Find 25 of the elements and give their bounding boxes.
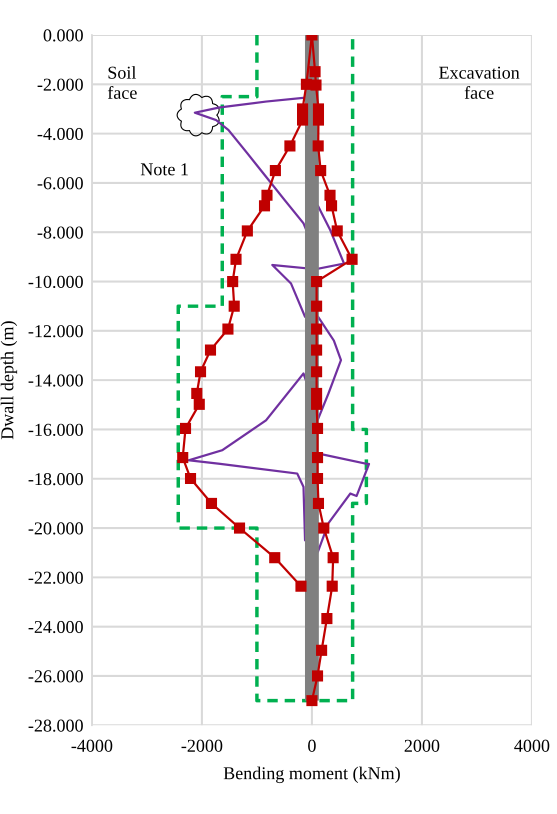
annotation: Excavation face	[439, 66, 520, 99]
y-tick-label: -2.000	[38, 78, 83, 91]
y-tick-label: -6.000	[38, 177, 83, 190]
x-tick-label: 0	[308, 740, 316, 752]
y-tick-label: -28.000	[28, 720, 83, 732]
x-tick-label: 4000	[514, 740, 550, 752]
y-tick-label: -22.000	[28, 572, 83, 584]
y-tick-label: -4.000	[38, 128, 83, 140]
x-tick-label: -4000	[72, 740, 112, 752]
y-tick-label: -24.000	[28, 620, 83, 634]
y-tick-label: -20.000	[28, 522, 83, 535]
y-tick-label: -10.000	[28, 276, 83, 288]
annotation: Note 1	[140, 163, 188, 176]
y-tick-label: -12.000	[28, 325, 83, 338]
x-tick-label: 2000	[404, 740, 440, 752]
x-axis-title: Bending moment (kNm)	[224, 766, 400, 784]
y-tick-label: -14.000	[28, 374, 83, 387]
x-tick-label: -2000	[182, 740, 222, 752]
annotation: Soil face	[108, 66, 137, 99]
y-tick-label: -8.000	[38, 226, 83, 239]
y-tick-label: -16.000	[28, 424, 83, 436]
y-axis-title: Dwall depth (m)	[0, 321, 18, 440]
y-tick-label: -18.000	[28, 473, 83, 486]
y-tick-label: 0.000	[44, 29, 83, 42]
y-tick-label: -26.000	[28, 670, 83, 682]
